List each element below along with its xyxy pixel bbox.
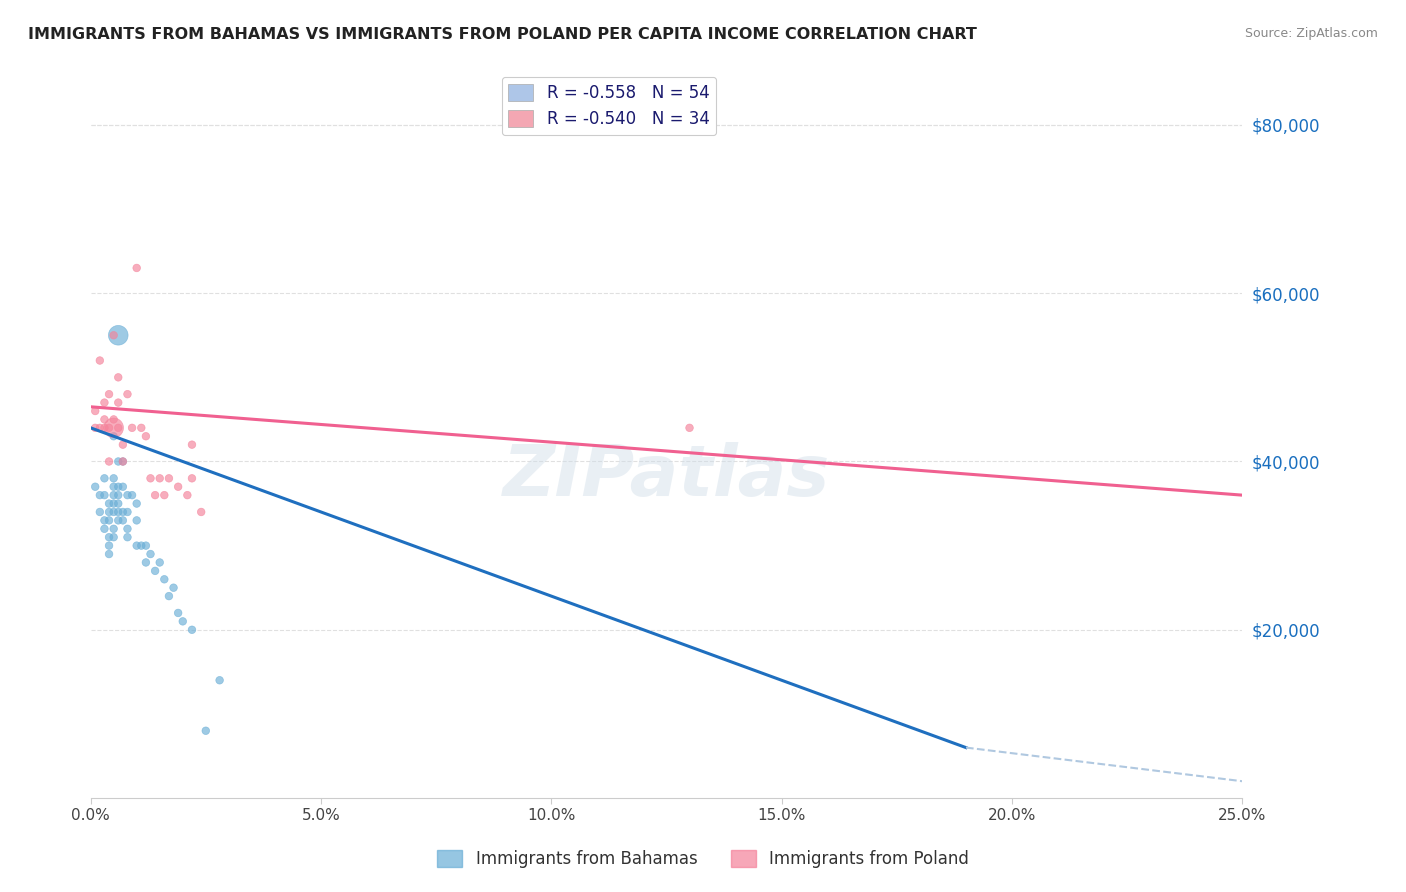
- Point: [208, 673, 231, 688]
- Point: [153, 572, 176, 586]
- Point: [98, 505, 121, 519]
- Point: [89, 421, 111, 435]
- Point: [181, 471, 204, 485]
- Point: [129, 421, 152, 435]
- Point: [103, 488, 125, 502]
- Point: [107, 421, 129, 435]
- Point: [125, 539, 148, 553]
- Point: [98, 530, 121, 544]
- Point: [167, 480, 190, 494]
- Point: [103, 497, 125, 511]
- Point: [107, 370, 129, 384]
- Point: [149, 471, 172, 485]
- Point: [117, 505, 139, 519]
- Point: [181, 437, 204, 451]
- Point: [194, 723, 217, 738]
- Point: [135, 556, 157, 570]
- Point: [172, 615, 194, 629]
- Point: [103, 429, 125, 443]
- Point: [93, 488, 115, 502]
- Point: [98, 547, 121, 561]
- Point: [98, 513, 121, 527]
- Point: [117, 530, 139, 544]
- Point: [125, 260, 148, 275]
- Point: [111, 505, 134, 519]
- Point: [93, 471, 115, 485]
- Point: [98, 539, 121, 553]
- Point: [157, 589, 180, 603]
- Point: [190, 505, 212, 519]
- Point: [103, 530, 125, 544]
- Text: IMMIGRANTS FROM BAHAMAS VS IMMIGRANTS FROM POLAND PER CAPITA INCOME CORRELATION : IMMIGRANTS FROM BAHAMAS VS IMMIGRANTS FR…: [28, 27, 977, 42]
- Point: [143, 488, 166, 502]
- Point: [103, 480, 125, 494]
- Point: [93, 522, 115, 536]
- Point: [93, 513, 115, 527]
- Point: [121, 421, 143, 435]
- Point: [678, 421, 700, 435]
- Point: [125, 497, 148, 511]
- Point: [153, 488, 176, 502]
- Point: [117, 522, 139, 536]
- Point: [89, 353, 111, 368]
- Point: [89, 505, 111, 519]
- Point: [107, 513, 129, 527]
- Point: [84, 421, 107, 435]
- Point: [143, 564, 166, 578]
- Point: [111, 454, 134, 468]
- Point: [117, 387, 139, 401]
- Point: [103, 471, 125, 485]
- Point: [107, 480, 129, 494]
- Point: [103, 522, 125, 536]
- Legend: Immigrants from Bahamas, Immigrants from Poland: Immigrants from Bahamas, Immigrants from…: [430, 843, 976, 875]
- Point: [93, 412, 115, 426]
- Point: [93, 395, 115, 409]
- Point: [117, 488, 139, 502]
- Point: [135, 539, 157, 553]
- Point: [98, 421, 121, 435]
- Text: Source: ZipAtlas.com: Source: ZipAtlas.com: [1244, 27, 1378, 40]
- Point: [93, 421, 115, 435]
- Point: [149, 556, 172, 570]
- Point: [103, 412, 125, 426]
- Point: [103, 328, 125, 343]
- Point: [111, 480, 134, 494]
- Point: [111, 454, 134, 468]
- Point: [162, 581, 184, 595]
- Point: [89, 488, 111, 502]
- Point: [107, 395, 129, 409]
- Point: [111, 513, 134, 527]
- Point: [98, 387, 121, 401]
- Point: [135, 429, 157, 443]
- Point: [107, 505, 129, 519]
- Point: [98, 454, 121, 468]
- Point: [103, 505, 125, 519]
- Point: [121, 488, 143, 502]
- Point: [176, 488, 198, 502]
- Point: [125, 513, 148, 527]
- Point: [181, 623, 204, 637]
- Point: [84, 404, 107, 418]
- Point: [107, 488, 129, 502]
- Point: [107, 328, 129, 343]
- Point: [111, 437, 134, 451]
- Text: ZIPatlas: ZIPatlas: [503, 442, 830, 511]
- Point: [157, 471, 180, 485]
- Point: [98, 497, 121, 511]
- Point: [139, 547, 162, 561]
- Point: [107, 497, 129, 511]
- Point: [103, 421, 125, 435]
- Point: [84, 480, 107, 494]
- Point: [167, 606, 190, 620]
- Point: [107, 454, 129, 468]
- Point: [139, 471, 162, 485]
- Legend: R = -0.558   N = 54, R = -0.540   N = 34: R = -0.558 N = 54, R = -0.540 N = 34: [502, 77, 716, 135]
- Point: [129, 539, 152, 553]
